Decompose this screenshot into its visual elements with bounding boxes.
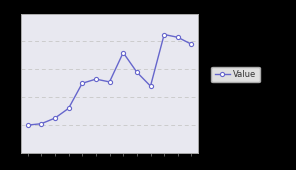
Value	[108, 81, 111, 83]
Value	[53, 117, 57, 119]
Value	[190, 43, 193, 45]
Value	[81, 82, 84, 84]
Legend: Value: Value	[211, 67, 260, 82]
Value	[149, 85, 152, 87]
Value	[94, 78, 98, 80]
Value	[176, 36, 180, 38]
Value	[135, 71, 139, 73]
Value	[26, 124, 29, 126]
Line: Value: Value	[25, 32, 194, 127]
Value	[163, 33, 166, 36]
Value	[39, 123, 43, 125]
Value	[67, 107, 70, 109]
Value	[121, 52, 125, 54]
